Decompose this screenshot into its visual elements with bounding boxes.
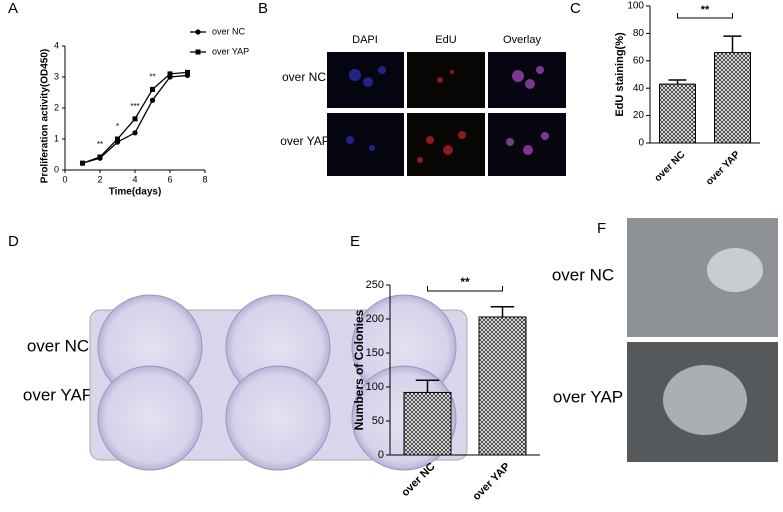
y-tick-label: 0 — [638, 138, 644, 149]
y-axis-label: Numbers of Colonies — [352, 309, 366, 430]
row-label: over YAP — [553, 387, 623, 406]
panel-letter: F — [597, 220, 606, 237]
x-tick-label: 8 — [202, 174, 207, 184]
y-tick-label: 60 — [633, 55, 645, 66]
y-tick-label: 250 — [366, 279, 384, 291]
phase-contrast-images — [627, 218, 778, 462]
y-tick-label: 1 — [54, 133, 59, 143]
y-tick-label: 40 — [633, 83, 645, 94]
annotation: * — [116, 122, 119, 131]
x-tick-label: 2 — [97, 174, 102, 184]
x-tick-label: over YAP — [704, 149, 743, 188]
microscopy-grid — [327, 52, 566, 176]
panel-letter: A — [8, 0, 18, 17]
y-tick-label: 0 — [378, 449, 384, 461]
y-tick-label: 200 — [366, 313, 384, 325]
bar — [403, 391, 452, 456]
x-tick-label: over NC — [653, 149, 688, 184]
row-label: over NC — [552, 265, 614, 284]
annotation: ** — [97, 140, 103, 149]
significance-bracket — [427, 286, 503, 292]
annotation: *** — [130, 102, 139, 111]
x-tick-label: 0 — [62, 174, 67, 184]
bar — [478, 316, 527, 456]
panel-letter: D — [8, 233, 19, 250]
y-tick-label: 3 — [54, 71, 59, 81]
y-tick-label: 50 — [372, 415, 384, 427]
legend-marker — [195, 29, 201, 35]
marker — [97, 154, 103, 160]
y-tick-label: 2 — [54, 102, 59, 112]
marker — [167, 71, 173, 77]
column-label: Overlay — [503, 34, 541, 46]
marker — [115, 136, 120, 142]
y-tick-label: 150 — [366, 347, 384, 359]
annotation: ** — [149, 73, 155, 82]
bar — [659, 83, 696, 144]
marker — [149, 97, 156, 103]
x-tick-label: 4 — [132, 174, 137, 184]
significance-bracket — [677, 13, 733, 19]
y-tick-label: 20 — [633, 110, 645, 121]
x-tick-label: over YAP — [470, 461, 512, 503]
culture-plate — [89, 294, 468, 471]
y-tick-label: 4 — [54, 40, 59, 50]
panel-letter: E — [350, 233, 360, 250]
row-label: over NC — [282, 70, 326, 84]
x-tick-label: 6 — [167, 174, 172, 184]
significance-label: ** — [701, 4, 710, 16]
y-axis-label: EdU staining(%) — [614, 32, 626, 117]
marker — [150, 86, 155, 92]
legend-label: over NC — [212, 26, 246, 36]
y-tick-label: 100 — [366, 381, 384, 393]
significance-label: ** — [460, 275, 470, 289]
y-axis-label: Proliferation activity(OD450) — [40, 49, 51, 183]
marker — [185, 69, 190, 75]
y-tick-label: 0 — [54, 164, 59, 174]
row-label: over YAP — [23, 385, 93, 404]
marker — [132, 116, 138, 122]
panel-letter: B — [258, 0, 268, 17]
bar — [714, 52, 751, 144]
row-label: over NC — [27, 336, 89, 355]
marker — [132, 130, 138, 136]
marker — [80, 160, 85, 166]
column-label: DAPI — [352, 34, 378, 46]
legend-label: over YAP — [212, 46, 249, 56]
panel-letter: C — [570, 0, 581, 17]
y-tick-label: 80 — [633, 28, 645, 39]
column-label: EdU — [435, 34, 456, 46]
x-axis-label: Time(days) — [109, 187, 162, 198]
y-tick-label: 100 — [627, 1, 644, 12]
legend-marker — [195, 49, 201, 55]
row-label: over YAP — [280, 134, 330, 148]
